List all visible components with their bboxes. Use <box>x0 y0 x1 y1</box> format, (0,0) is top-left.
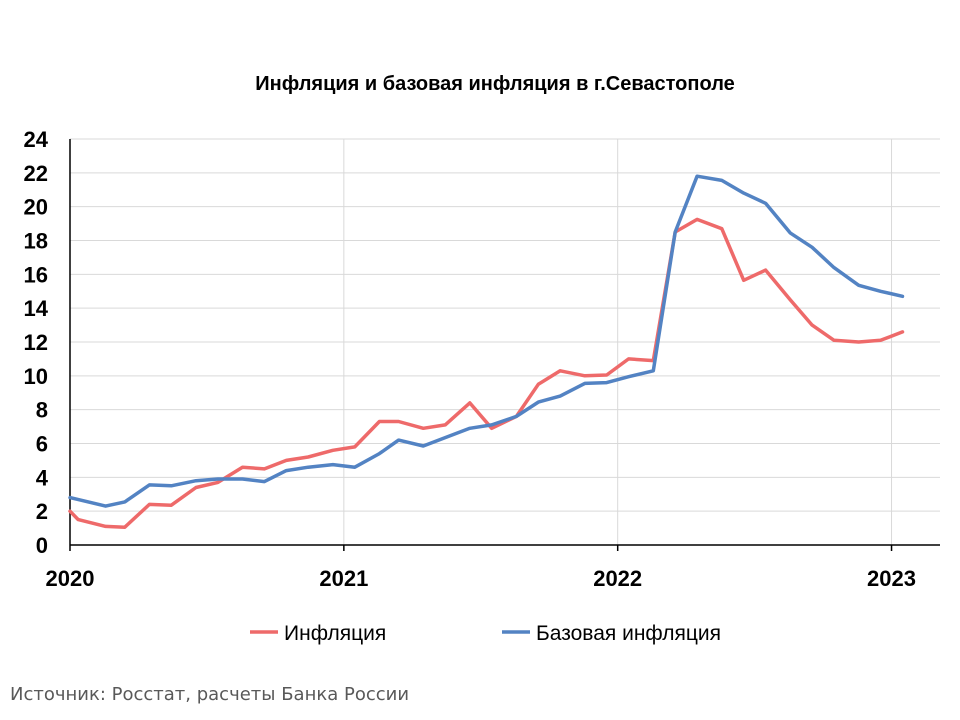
y-tick-label: 10 <box>24 364 48 389</box>
y-tick-label: 22 <box>24 161 48 186</box>
series-line-core-inflation <box>68 174 905 508</box>
series-lines <box>68 174 905 529</box>
y-tick-label: 8 <box>36 398 48 423</box>
y-tick-label: 6 <box>36 432 48 457</box>
y-tick-label: 18 <box>24 229 48 254</box>
series-line-inflation <box>68 217 905 529</box>
x-tick-label: 2022 <box>593 566 642 591</box>
y-tick-label: 20 <box>24 195 48 220</box>
source-note: Источник: Росстат, расчеты Банка России <box>10 684 410 705</box>
x-tick-label: 2021 <box>319 566 368 591</box>
y-tick-label: 14 <box>24 296 49 321</box>
chart-title: Инфляция и базовая инфляция в г.Севастоп… <box>255 73 735 95</box>
grid <box>70 138 940 545</box>
y-tick-label: 24 <box>24 127 49 152</box>
x-tick-label: 2023 <box>867 566 916 591</box>
y-tick-label: 0 <box>36 533 48 558</box>
y-tick-label: 2 <box>36 499 48 524</box>
x-tick-label: 2020 <box>46 566 95 591</box>
legend: Инфляция Базовая инфляция <box>250 622 721 645</box>
y-tick-label: 4 <box>36 465 49 490</box>
y-tick-label: 16 <box>24 262 48 287</box>
legend-label-inflation: Инфляция <box>284 622 386 645</box>
y-tick-label: 12 <box>24 330 48 355</box>
legend-label-core-inflation: Базовая инфляция <box>536 622 721 645</box>
